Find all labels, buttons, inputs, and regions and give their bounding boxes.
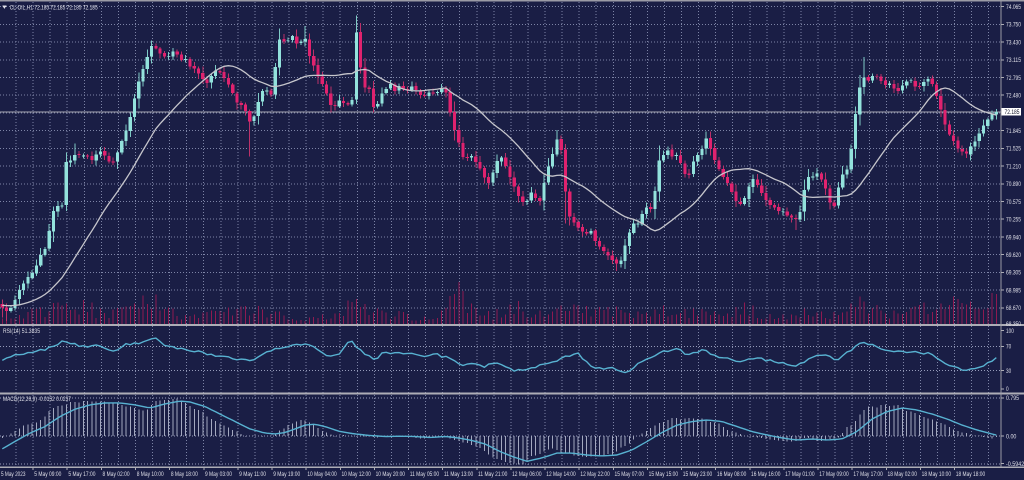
svg-text:MACD(12,26,9) -0.0152 0.0237: MACD(12,26,9) -0.0152 0.0237: [3, 396, 71, 403]
svg-text:70.575: 70.575: [1006, 199, 1021, 206]
svg-text:11 May 13:00: 11 May 13:00: [444, 471, 474, 478]
svg-text:74.065: 74.065: [1006, 4, 1021, 11]
svg-text:10 May 20:00: 10 May 20:00: [376, 471, 406, 478]
svg-text:9 May 11:00: 9 May 11:00: [239, 471, 266, 478]
svg-text:71.525: 71.525: [1006, 146, 1021, 153]
svg-text:72.185: 72.185: [1005, 109, 1020, 116]
svg-text:12 May 22:00: 12 May 22:00: [580, 471, 610, 478]
svg-text:73.430: 73.430: [1006, 39, 1021, 46]
svg-text:8 May 02:00: 8 May 02:00: [103, 471, 130, 478]
svg-text:9 May 19:00: 9 May 19:00: [273, 471, 300, 478]
svg-text:18 May 18:00: 18 May 18:00: [956, 471, 986, 478]
svg-text:69.305: 69.305: [1006, 270, 1021, 277]
svg-text:5 May 2023: 5 May 2023: [1, 471, 26, 478]
svg-text:12 May 06:00: 12 May 06:00: [512, 471, 542, 478]
svg-text:72.480: 72.480: [1006, 93, 1021, 100]
svg-text:17 May 09:00: 17 May 09:00: [819, 471, 849, 478]
svg-text:72.795: 72.795: [1006, 75, 1021, 82]
svg-text:RSI(14) 51.3835: RSI(14) 51.3835: [3, 328, 40, 335]
svg-text:CL-OIL,H1 72.185 72.185 72.185: CL-OIL,H1 72.185 72.185 72.185 72.185: [10, 5, 98, 12]
svg-text:0.00: 0.00: [1006, 434, 1017, 441]
svg-text:10 May 12:00: 10 May 12:00: [341, 471, 371, 478]
svg-text:16 May 08:00: 16 May 08:00: [717, 471, 747, 478]
svg-text:18 May 02:00: 18 May 02:00: [888, 471, 918, 478]
svg-text:8 May 18:00: 8 May 18:00: [171, 471, 198, 478]
svg-text:68.350: 68.350: [1006, 321, 1021, 328]
svg-text:15 May 15:00: 15 May 15:00: [649, 471, 679, 478]
svg-text:69.940: 69.940: [1006, 234, 1021, 241]
svg-text:73.115: 73.115: [1006, 57, 1021, 64]
svg-text:10 May 04:00: 10 May 04:00: [307, 471, 337, 478]
svg-text:16 May 16:00: 16 May 16:00: [751, 471, 781, 478]
svg-text:30: 30: [1006, 368, 1011, 375]
svg-text:11 May 21:00: 11 May 21:00: [478, 471, 508, 478]
svg-text:70.890: 70.890: [1006, 181, 1021, 188]
svg-text:71.845: 71.845: [1006, 128, 1021, 135]
svg-text:69.620: 69.620: [1006, 252, 1021, 259]
svg-text:0.795: 0.795: [1006, 395, 1019, 402]
svg-text:9 May 03:00: 9 May 03:00: [205, 471, 232, 478]
svg-text:68.670: 68.670: [1006, 305, 1021, 312]
svg-text:5 May 09:00: 5 May 09:00: [34, 471, 61, 478]
svg-text:70: 70: [1006, 344, 1011, 351]
svg-text:-0.5942: -0.5942: [1006, 461, 1024, 468]
svg-text:68.985: 68.985: [1006, 287, 1021, 294]
svg-text:0: 0: [1006, 386, 1009, 393]
svg-text:15 May 07:00: 15 May 07:00: [615, 471, 645, 478]
svg-text:71.210: 71.210: [1006, 163, 1021, 170]
svg-text:12 May 14:00: 12 May 14:00: [546, 471, 576, 478]
svg-text:18 May 10:00: 18 May 10:00: [922, 471, 952, 478]
svg-text:5 May 17:00: 5 May 17:00: [68, 471, 95, 478]
svg-text:8 May 10:00: 8 May 10:00: [137, 471, 164, 478]
svg-text:15 May 23:00: 15 May 23:00: [683, 471, 713, 478]
svg-text:100: 100: [1006, 328, 1014, 335]
svg-text:17 May 01:00: 17 May 01:00: [785, 471, 815, 478]
svg-text:70.255: 70.255: [1006, 217, 1021, 224]
svg-text:11 May 05:00: 11 May 05:00: [410, 471, 440, 478]
svg-text:73.750: 73.750: [1006, 22, 1021, 29]
svg-text:17 May 17:00: 17 May 17:00: [853, 471, 883, 478]
